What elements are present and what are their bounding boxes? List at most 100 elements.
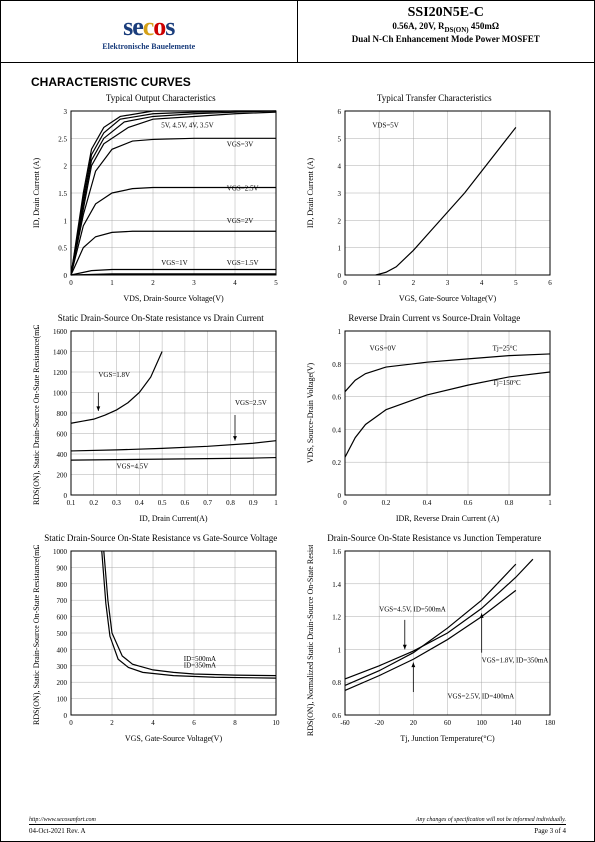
svg-text:1: 1: [274, 499, 278, 507]
info-cell: SSI20N5E-C 0.56A, 20V, RDS(ON) 450mΩ Dua…: [298, 1, 595, 62]
svg-text:600: 600: [57, 614, 68, 622]
svg-text:4: 4: [233, 279, 237, 287]
svg-text:0: 0: [343, 279, 347, 287]
section-title: CHARACTERISTIC CURVES: [31, 75, 594, 89]
chart-title: Typical Output Characteristics: [29, 93, 293, 103]
svg-text:RDS(ON), Static Drain-Source O: RDS(ON), Static Drain-Source On-State Re…: [32, 545, 41, 725]
svg-text:400: 400: [57, 646, 68, 654]
svg-text:2: 2: [337, 217, 341, 225]
svg-text:0.5: 0.5: [58, 245, 67, 253]
svg-text:0: 0: [337, 492, 341, 500]
svg-text:0.4: 0.4: [135, 499, 144, 507]
svg-text:0.4: 0.4: [332, 426, 341, 434]
svg-text:1: 1: [64, 217, 68, 225]
footer-url: http://www.secosanfort.com: [29, 817, 96, 823]
svg-text:Tj=150°C: Tj=150°C: [492, 379, 520, 387]
svg-text:VGS, Gate-Source Voltage(V): VGS, Gate-Source Voltage(V): [398, 294, 496, 303]
svg-text:ID, Drain Current (A): ID, Drain Current (A): [32, 158, 41, 229]
svg-text:3: 3: [192, 279, 196, 287]
svg-text:VGS=2.5V, ID=400mA: VGS=2.5V, ID=400mA: [447, 693, 514, 701]
svg-text:0: 0: [69, 719, 73, 727]
svg-text:IDR, Reverse Drain Current (A): IDR, Reverse Drain Current (A): [395, 514, 499, 523]
svg-text:6: 6: [192, 719, 196, 727]
svg-text:2: 2: [110, 719, 114, 727]
svg-text:5V, 4.5V, 4V, 3.5V: 5V, 4.5V, 4V, 3.5V: [161, 121, 214, 129]
svg-text:0.3: 0.3: [112, 499, 121, 507]
svg-text:1.4: 1.4: [332, 581, 341, 589]
svg-text:-60: -60: [340, 719, 350, 727]
svg-text:1: 1: [548, 499, 552, 507]
svg-text:1: 1: [337, 328, 341, 336]
chart-title: Drain-Source On-State Resistance vs Junc…: [303, 533, 567, 543]
svg-text:VGS=4.5V, ID=500mA: VGS=4.5V, ID=500mA: [379, 606, 446, 614]
footer-date: 04-Oct-2021 Rev. A: [29, 827, 86, 835]
svg-text:0.9: 0.9: [249, 499, 258, 507]
svg-text:800: 800: [57, 410, 68, 418]
svg-text:1: 1: [377, 279, 381, 287]
svg-text:1000: 1000: [53, 548, 68, 556]
svg-text:VGS=1V: VGS=1V: [161, 259, 188, 267]
svg-text:4: 4: [151, 719, 155, 727]
svg-text:2: 2: [64, 163, 68, 171]
svg-text:6: 6: [337, 108, 341, 116]
svg-text:0.1: 0.1: [67, 499, 76, 507]
svg-text:100: 100: [57, 696, 68, 704]
svg-text:0.6: 0.6: [181, 499, 190, 507]
svg-text:1600: 1600: [53, 328, 68, 336]
svg-text:600: 600: [57, 431, 68, 439]
svg-text:400: 400: [57, 451, 68, 459]
chart-title: Static Drain-Source On-State Resistance …: [29, 533, 293, 543]
svg-text:VGS=4.5V: VGS=4.5V: [117, 462, 149, 470]
svg-text:0.5: 0.5: [158, 499, 167, 507]
chart-4: Static Drain-Source On-State Resistance …: [29, 533, 293, 745]
svg-text:2: 2: [151, 279, 155, 287]
svg-text:3: 3: [445, 279, 449, 287]
chart-3: Reverse Drain Current vs Source-Drain Vo…: [303, 313, 567, 525]
chart-2: Static Drain-Source On-State resistance …: [29, 313, 293, 525]
svg-text:VDS=5V: VDS=5V: [372, 121, 399, 129]
svg-text:10: 10: [273, 719, 281, 727]
svg-text:1.2: 1.2: [332, 614, 341, 622]
part-number: SSI20N5E-C: [302, 5, 591, 21]
svg-text:500: 500: [57, 630, 68, 638]
svg-text:8: 8: [233, 719, 237, 727]
svg-text:VGS=3V: VGS=3V: [227, 141, 254, 149]
svg-text:VGS=1.8V, ID=350mA: VGS=1.8V, ID=350mA: [481, 657, 548, 665]
svg-text:2: 2: [411, 279, 415, 287]
svg-text:0: 0: [64, 272, 68, 280]
svg-text:VGS, Gate-Source Voltage(V): VGS, Gate-Source Voltage(V): [125, 734, 223, 743]
charts-grid: Typical Output Characteristics01234500.5…: [1, 93, 594, 745]
footer: 04-Oct-2021 Rev. A Page 3 of 4: [29, 824, 566, 835]
svg-text:1.6: 1.6: [332, 548, 341, 556]
svg-text:0.8: 0.8: [226, 499, 235, 507]
svg-text:140: 140: [510, 719, 521, 727]
svg-text:700: 700: [57, 597, 68, 605]
svg-text:Tj=25°C: Tj=25°C: [492, 345, 517, 353]
svg-text:800: 800: [57, 581, 68, 589]
chart-5: Drain-Source On-State Resistance vs Junc…: [303, 533, 567, 745]
svg-text:180: 180: [544, 719, 555, 727]
chart-0: Typical Output Characteristics01234500.5…: [29, 93, 293, 305]
footer-page: Page 3 of 4: [534, 827, 566, 835]
chart-title: Typical Transfer Characteristics: [303, 93, 567, 103]
chart-title: Static Drain-Source On-State resistance …: [29, 313, 293, 323]
header: secos Elektronische Bauelemente SSI20N5E…: [1, 1, 594, 63]
svg-text:0: 0: [337, 272, 341, 280]
svg-text:0: 0: [69, 279, 73, 287]
svg-text:3: 3: [64, 108, 68, 116]
svg-text:RDS(ON), Static Drain-Source O: RDS(ON), Static Drain-Source On-State Re…: [32, 325, 41, 505]
svg-text:0: 0: [64, 712, 68, 720]
svg-text:0.7: 0.7: [203, 499, 212, 507]
logo: secos: [123, 12, 174, 42]
svg-text:6: 6: [548, 279, 552, 287]
svg-text:200: 200: [57, 679, 68, 687]
svg-text:1: 1: [337, 245, 341, 253]
svg-text:4: 4: [479, 279, 483, 287]
svg-text:ID, Drain Current (A): ID, Drain Current (A): [306, 158, 315, 229]
svg-text:-20: -20: [374, 719, 384, 727]
svg-text:RDS(ON), Normalized Static Dra: RDS(ON), Normalized Static Drain-Source …: [306, 545, 315, 736]
svg-text:1.5: 1.5: [58, 190, 67, 198]
svg-text:0.4: 0.4: [422, 499, 431, 507]
chart-1: Typical Transfer Characteristics01234560…: [303, 93, 567, 305]
svg-text:0.8: 0.8: [332, 361, 341, 369]
